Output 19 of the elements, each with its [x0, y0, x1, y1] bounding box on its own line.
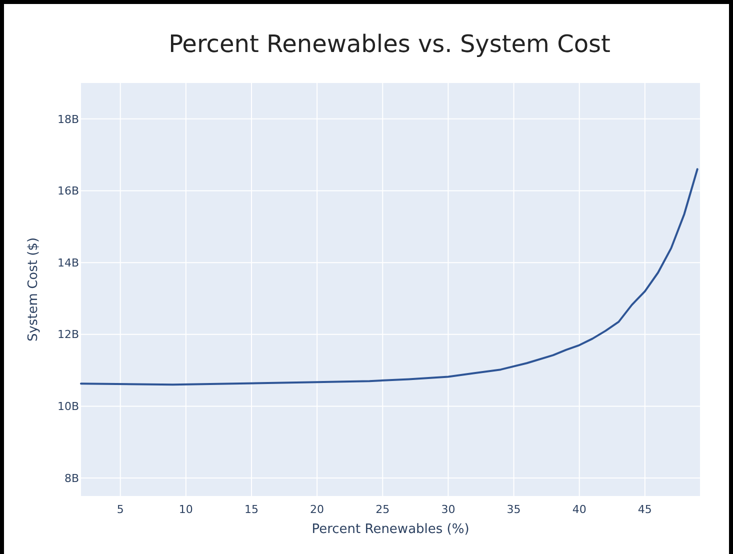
y-tick-label: 12B — [57, 328, 79, 342]
y-tick-label: 10B — [57, 400, 79, 414]
line-series — [80, 168, 698, 386]
x-tick-label: 40 — [572, 503, 586, 516]
y-tick-label: 14B — [57, 256, 79, 270]
x-tick-label: 5 — [116, 503, 124, 516]
x-tick-label: 20 — [310, 503, 324, 516]
x-tick-label: 10 — [178, 503, 193, 516]
x-tick-label: 30 — [441, 503, 456, 516]
x-tick-label: 35 — [506, 503, 521, 516]
chart-title: Percent Renewables vs. System Cost — [168, 30, 610, 58]
y-tick-label: 18B — [57, 112, 79, 126]
x-tick-label: 45 — [638, 503, 652, 516]
y-tick-label: 8B — [64, 472, 79, 485]
x-tick-label: 15 — [244, 503, 258, 516]
x-axis-title: Percent Renewables (%) — [312, 522, 470, 537]
y-axis-title: System Cost ($) — [26, 237, 41, 342]
x-tick-label: 25 — [376, 503, 390, 516]
y-tick-label: 16B — [57, 184, 79, 198]
